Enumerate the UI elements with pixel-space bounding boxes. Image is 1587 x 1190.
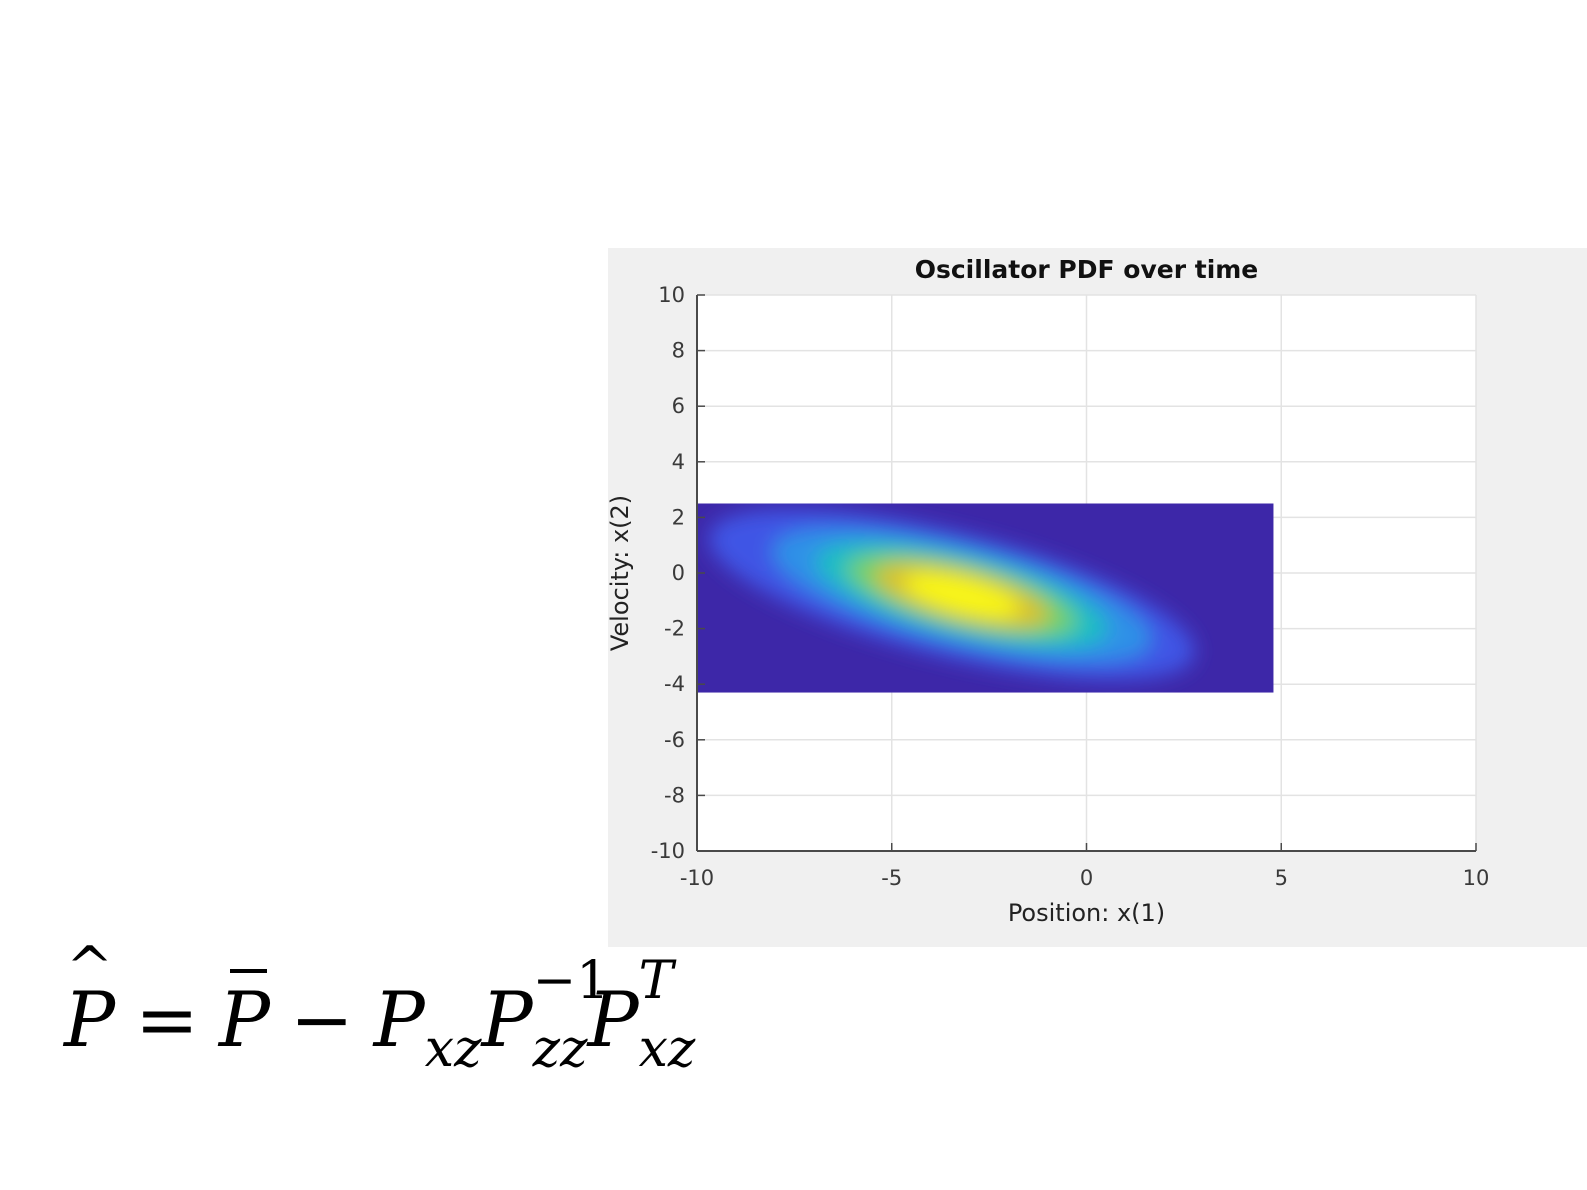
y-tick-label-3: 4 [672, 450, 685, 474]
y-tick-label-2: 6 [672, 394, 685, 418]
p-xz: Pxz [373, 975, 482, 1079]
x-tick-label-3: 5 [1275, 866, 1288, 890]
y-tick-label-4: 2 [672, 505, 685, 529]
heatmap [697, 503, 1274, 693]
y-tick-label-7: -4 [664, 672, 685, 696]
p-hat: ^ P [64, 935, 116, 1064]
x-tick-label-1: -5 [881, 866, 902, 890]
p-bar: P [219, 969, 270, 1064]
density-contour-5 [903, 573, 1021, 618]
x-tick-label-0: -10 [680, 866, 714, 890]
y-tick-label-8: -6 [664, 728, 685, 752]
minus-sign: − [289, 975, 354, 1064]
hat-accent: ^ [66, 935, 114, 1000]
p-zz-inverse: Pzz −1 [481, 951, 610, 1079]
y-tick-label-5: 0 [672, 561, 685, 585]
chart-title: Oscillator PDF over time [915, 255, 1259, 284]
chart-figure: -10 -5 0 5 10 10 8 6 4 2 0 -2 -4 -6 -8 -10 Oscillator P… [608, 248, 1587, 947]
y-tick-label-9: -8 [664, 783, 685, 807]
tick-labels: -10 -5 0 5 10 10 8 6 4 2 0 -2 -4 -6 -8 -10 [651, 283, 1490, 890]
x-tick-label-2: 0 [1080, 866, 1093, 890]
y-tick-label-6: -2 [664, 617, 685, 641]
covariance-update-formula: ^ P = P − PxzPzz −1 Pxz T [64, 935, 784, 1085]
x-axis-label: Position: x(1) [1008, 899, 1165, 927]
p-xz-transpose: Pxz T [587, 951, 696, 1079]
y-tick-label-10: -10 [651, 839, 685, 863]
y-tick-label-0: 10 [658, 283, 685, 307]
x-tick-label-4: 10 [1463, 866, 1490, 890]
bar-accent [230, 969, 267, 973]
equals-sign: = [135, 975, 199, 1064]
y-tick-label-1: 8 [672, 339, 685, 363]
y-axis-label: Velocity: x(2) [608, 495, 634, 651]
chart-svg: -10 -5 0 5 10 10 8 6 4 2 0 -2 -4 -6 -8 -10 Oscillator P… [608, 255, 1490, 927]
axes [696, 294, 1477, 852]
